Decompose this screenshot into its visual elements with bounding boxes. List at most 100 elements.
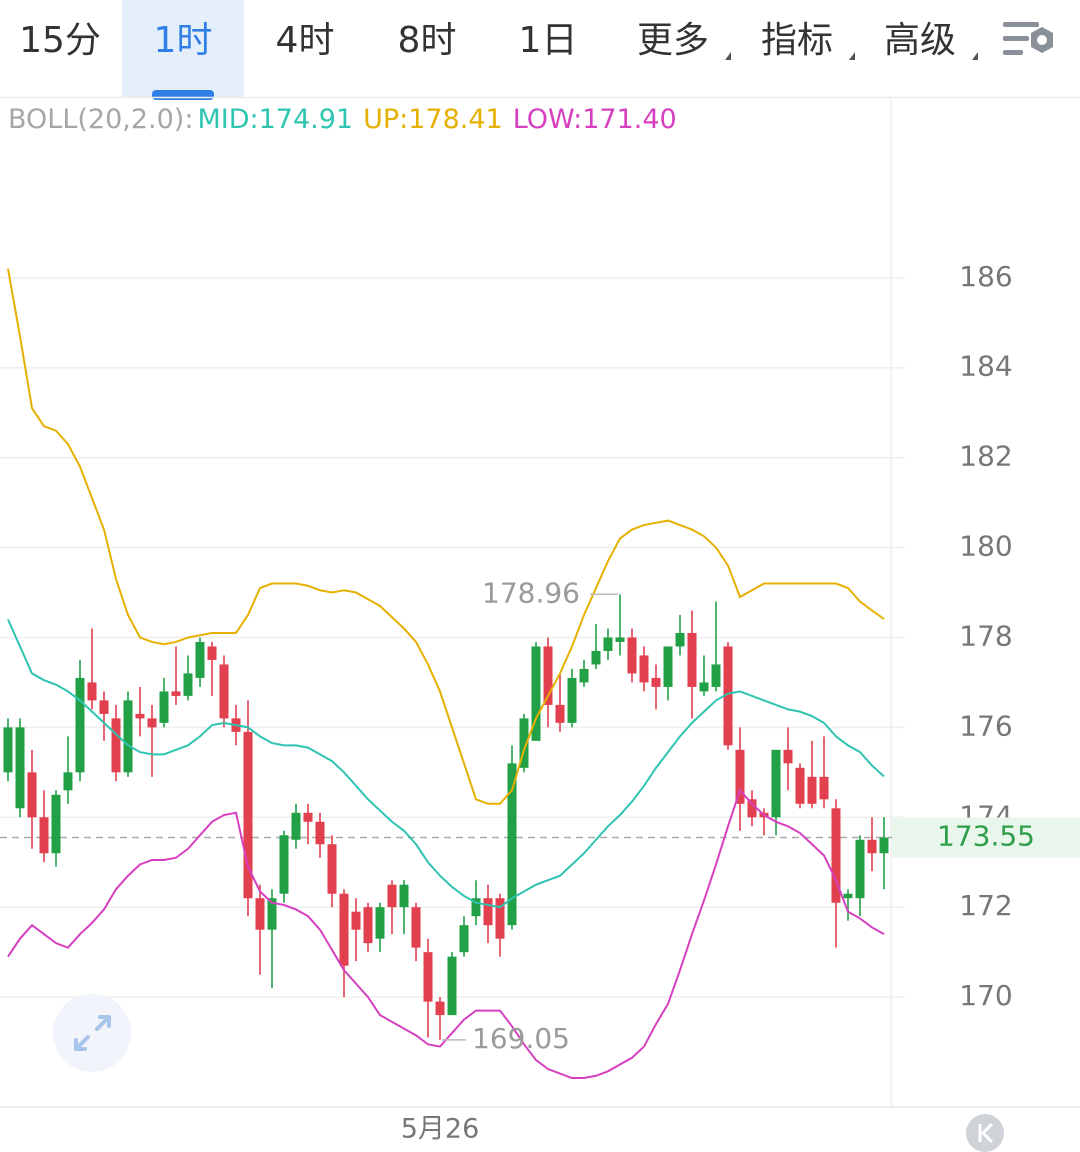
candle-body	[795, 767, 805, 804]
candle-body	[99, 700, 109, 714]
candle-body	[51, 794, 61, 854]
candle-body	[579, 668, 589, 683]
y-tick-label: 176	[959, 709, 1012, 742]
candle-body	[219, 664, 229, 719]
candle-body	[495, 898, 505, 939]
boll-line	[7, 619, 885, 909]
candle-body	[567, 677, 577, 723]
active-tab-bg	[122, 0, 244, 97]
candle-body	[519, 718, 529, 768]
indicator-name: MID:	[197, 104, 258, 135]
y-tick-label: 182	[959, 440, 1012, 473]
tab-label[interactable]: 15分	[19, 20, 101, 61]
x-tick-label: 5月26	[401, 1114, 480, 1145]
candle-body	[111, 718, 121, 773]
indicator-name: UP:	[363, 104, 408, 135]
tab-label[interactable]: 1日	[519, 20, 578, 61]
last-price-box	[892, 817, 1080, 858]
candle-body	[435, 1001, 445, 1016]
y-tick-label: 184	[959, 350, 1012, 383]
dropdown-caret	[725, 52, 731, 60]
tab-label[interactable]: 8时	[398, 20, 457, 61]
expand-button[interactable]	[53, 994, 131, 1072]
tab-label[interactable]: 指标	[761, 20, 833, 61]
candle-body	[375, 907, 385, 939]
candle-body	[747, 799, 757, 818]
tab-label[interactable]: 4时	[276, 20, 335, 61]
boll-line	[7, 268, 885, 805]
candle-body	[387, 884, 397, 908]
scroll-latest-button[interactable]	[966, 1114, 1004, 1152]
candle-body	[315, 821, 325, 845]
annotation-label: 169.05	[472, 1022, 570, 1055]
candle-body	[87, 682, 97, 701]
candle-body	[639, 655, 649, 683]
candle-body	[843, 893, 853, 899]
candle-body	[243, 731, 253, 899]
candle-body	[603, 637, 613, 651]
plot: 1701721741761781801821841865月26173.55178…	[0, 260, 1080, 1145]
candle-body	[27, 772, 37, 818]
indicator-header: BOLL(20,2.0): MID:174.91 UP:178.41 LOW:171.…	[8, 104, 677, 135]
candle-body	[663, 646, 673, 687]
candle-body	[819, 776, 829, 800]
candle-body	[735, 749, 745, 804]
candle-body	[471, 898, 481, 917]
candle-body	[459, 925, 469, 953]
candle-body	[159, 691, 169, 723]
indicator-value: 174.91	[259, 104, 353, 135]
y-tick-label: 180	[959, 530, 1012, 563]
candle-body	[867, 839, 877, 854]
dropdown-caret	[849, 52, 855, 60]
candle-body	[267, 898, 277, 930]
candle-body	[531, 646, 541, 741]
candle-body	[555, 704, 565, 723]
candle-body	[351, 911, 361, 930]
tab-bar: 15分 1时 4时 8时 1日 更多 指标 高级	[19, 0, 978, 100]
indicator-value: 171.40	[582, 104, 676, 135]
tab-label[interactable]: 更多	[637, 20, 709, 61]
candle-body	[675, 632, 685, 647]
candle-body	[783, 749, 793, 764]
tab-label[interactable]: 1时	[154, 20, 213, 61]
y-tick-label: 172	[959, 889, 1012, 922]
active-tab-indicator	[152, 90, 214, 100]
candle-body	[627, 637, 637, 674]
candle-body	[255, 898, 265, 930]
tab-label[interactable]: 高级	[884, 20, 956, 61]
candle-body	[543, 646, 553, 705]
candle-body	[303, 812, 313, 822]
candle-body	[879, 837, 889, 854]
candle-body	[591, 650, 601, 665]
candle-body	[831, 808, 841, 903]
candle-body	[147, 718, 157, 728]
candle-body	[15, 727, 25, 809]
candle-body	[327, 844, 337, 894]
indicator-value: 178.41	[408, 104, 502, 135]
last-price-label: 173.55	[937, 820, 1035, 853]
dropdown-caret	[972, 52, 978, 60]
candle-body	[711, 664, 721, 687]
candle-body	[483, 898, 493, 926]
candle-body	[723, 646, 733, 746]
candle-body	[399, 884, 409, 908]
candle-body	[447, 956, 457, 1016]
candle-body	[651, 677, 661, 687]
candle-body	[63, 772, 73, 791]
candle-body	[183, 673, 193, 696]
candle-body	[207, 646, 217, 660]
candle-body	[291, 812, 301, 840]
candle-body	[615, 637, 625, 642]
y-tick-label: 170	[959, 979, 1012, 1012]
candle-body	[363, 907, 373, 944]
settings-icon[interactable]	[1003, 22, 1053, 55]
indicator-label: BOLL(20,2.0):	[8, 104, 193, 135]
candle-body	[39, 817, 49, 854]
annotation-label: 178.96	[482, 576, 580, 609]
candle-body	[279, 835, 289, 894]
candle-body	[855, 839, 865, 899]
y-tick-label: 178	[959, 619, 1012, 652]
y-tick-label: 186	[959, 260, 1012, 293]
candle-body	[339, 893, 349, 966]
